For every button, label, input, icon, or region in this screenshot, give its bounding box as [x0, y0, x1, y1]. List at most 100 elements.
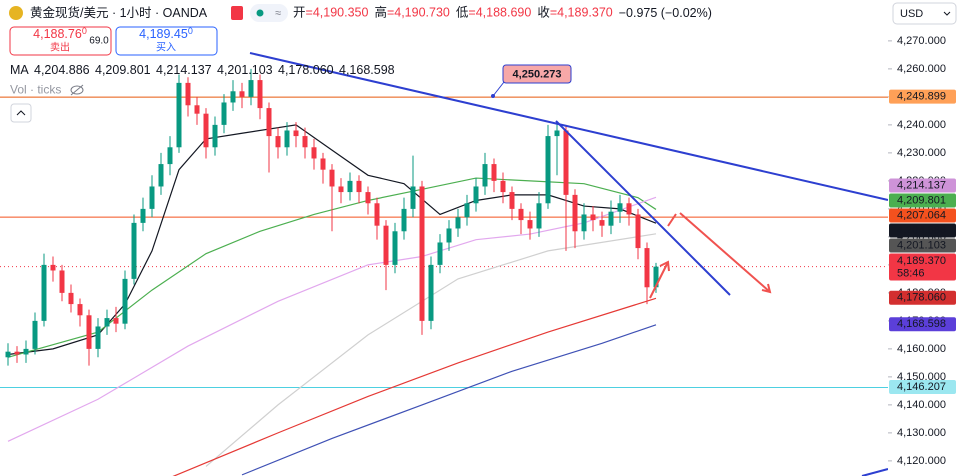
- price-axis: [888, 0, 960, 476]
- price-label-box: [889, 178, 956, 193]
- buy-price: 4,189.450: [139, 26, 193, 41]
- candle-body: [59, 270, 65, 293]
- candle-body: [365, 192, 371, 204]
- ohlc-label: 收: [537, 6, 550, 20]
- price-label: 4,146.207: [897, 381, 946, 393]
- y-tick-label: 4,230.000: [897, 147, 946, 159]
- candle-body: [293, 130, 299, 137]
- candle-body: [194, 105, 200, 114]
- price-label-box: [889, 208, 956, 223]
- candle-body: [230, 91, 236, 103]
- candle-body: [626, 203, 632, 215]
- ohlc-label: 低: [456, 6, 469, 20]
- candle-body: [581, 214, 587, 232]
- candle-body: [572, 194, 578, 232]
- buy-button[interactable]: 4,189.450 买入: [115, 26, 218, 56]
- symbol-icon: [9, 6, 23, 20]
- candle-body: [104, 318, 110, 327]
- price-label-box: [889, 290, 956, 305]
- price-label: 4,178.060: [897, 292, 946, 304]
- candle-body: [455, 217, 461, 229]
- candle-body: [473, 186, 479, 204]
- candle-body: [356, 180, 362, 193]
- candle-body: [491, 164, 497, 181]
- candle-body: [644, 248, 650, 288]
- candle-body: [212, 124, 218, 148]
- moving-average: [172, 297, 657, 476]
- candle-body: [41, 264, 47, 321]
- plot-area: [0, 68, 888, 476]
- candle-body: [536, 203, 542, 229]
- candle-body: [32, 320, 38, 349]
- candle-body: [419, 186, 425, 321]
- candle-body: [248, 80, 254, 97]
- eye-icon[interactable]: [70, 84, 84, 96]
- candle-body: [347, 180, 353, 193]
- candle-body: [95, 326, 101, 349]
- candle-body: [203, 113, 209, 148]
- candle-body: [239, 91, 245, 97]
- collapse-button[interactable]: [10, 103, 32, 123]
- y-tick-label: 4,260.000: [897, 63, 946, 75]
- candle-body: [77, 304, 83, 316]
- spread: 69.0: [89, 36, 109, 47]
- y-tick-label: 4,130.000: [897, 427, 946, 439]
- candle-body: [509, 192, 515, 209]
- candle-body: [302, 136, 308, 148]
- candle-body: [50, 264, 56, 271]
- price-label: 4,249.899: [897, 91, 946, 103]
- candle-body: [410, 186, 416, 209]
- price-label-box: [889, 238, 956, 253]
- price-label-box: [889, 89, 956, 104]
- candle-body: [383, 225, 389, 265]
- ma-value: 4,214.137: [156, 63, 212, 77]
- ohlc-label: 开: [293, 6, 306, 20]
- candle-body: [554, 130, 560, 137]
- y-tick-label: 4,270.000: [897, 35, 946, 47]
- candle-body: [482, 164, 488, 187]
- countdown: 58:46: [897, 267, 925, 279]
- sell-button[interactable]: 4,188.760 卖出: [9, 26, 112, 56]
- status-dot: [256, 9, 264, 17]
- candle-body: [185, 82, 191, 106]
- candle-body: [68, 292, 74, 305]
- candle-body: [113, 318, 119, 324]
- ma-value: 4,178.060: [278, 63, 334, 77]
- ma-value: 4,204.886: [34, 63, 90, 77]
- trend-line: [861, 468, 889, 476]
- flag-icon: [231, 6, 243, 20]
- price-label-box: [889, 223, 956, 238]
- candle-body: [149, 186, 155, 209]
- ohlc-item: 低=4,188.690: [456, 6, 531, 20]
- candle-body: [311, 147, 317, 159]
- price-label: 4,209.801: [897, 194, 946, 206]
- price-label: 4,168.598: [897, 318, 946, 330]
- candle-body: [23, 348, 29, 355]
- ohlc-value: =4,188.690: [468, 6, 531, 20]
- status-pill[interactable]: [250, 4, 288, 22]
- price-label-box: [889, 193, 956, 208]
- y-tick-label: 4,150.000: [897, 371, 946, 383]
- currency-select[interactable]: USD: [892, 2, 957, 25]
- candle-body: [284, 130, 290, 148]
- candle-body: [464, 203, 470, 218]
- candle-body: [266, 108, 272, 137]
- candle-body: [158, 164, 164, 187]
- candle-body: [446, 228, 452, 243]
- status-icon: ≈: [275, 7, 281, 19]
- sell-label: 卖出: [50, 41, 70, 54]
- candle-body: [563, 130, 569, 195]
- candle-body: [635, 214, 641, 249]
- candle-body: [167, 147, 173, 165]
- price-callout: 4,250.273: [491, 64, 572, 98]
- ohlc-label: 高: [374, 5, 387, 20]
- price-label-box: [889, 253, 956, 281]
- header: 黄金现货/美元 · 1小时 · OANDA ≈ 开=4,190.350 高=4,1…: [9, 2, 957, 123]
- candle-body: [617, 203, 623, 212]
- candle-body: [275, 136, 281, 148]
- arrow: [649, 260, 670, 299]
- candle-body: [14, 351, 20, 355]
- price-label: 4,189.370: [897, 255, 946, 267]
- price-axis-labels: 4,120.000 4,130.000 4,140.000 4,150.000 4,16…: [888, 35, 956, 467]
